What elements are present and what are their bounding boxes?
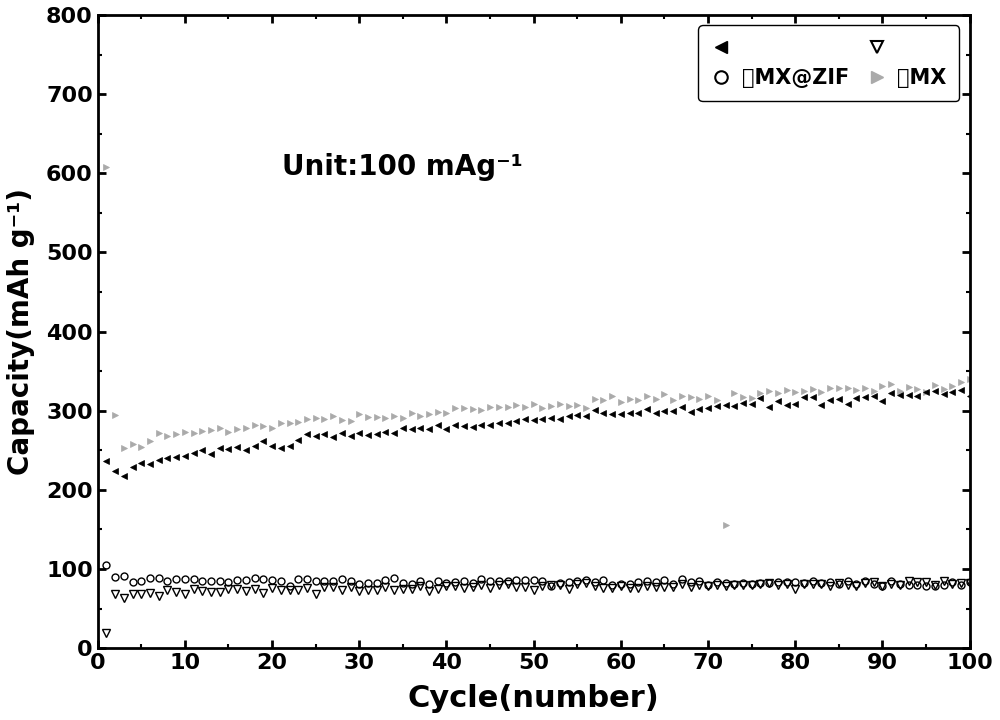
X-axis label: Cycle(number): Cycle(number) (408, 684, 660, 713)
Y-axis label: Capacity(mAh g⁻¹): Capacity(mAh g⁻¹) (7, 188, 35, 475)
Legend: , 单MX@ZIF, , 单MX: , 单MX@ZIF, , 单MX (698, 25, 959, 101)
Text: Unit:100 mAg⁻¹: Unit:100 mAg⁻¹ (282, 153, 523, 181)
